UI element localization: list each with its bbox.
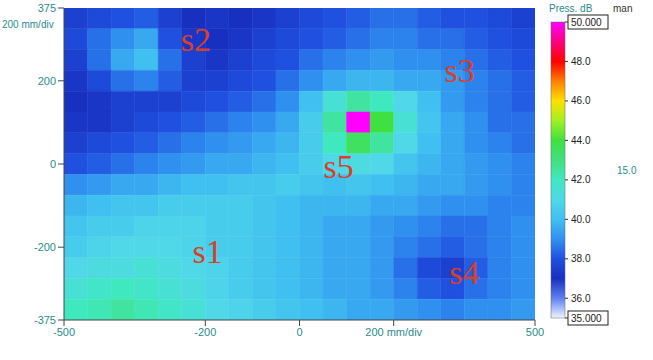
svg-text:s2: s2 bbox=[181, 21, 211, 58]
svg-text:-375: -375 bbox=[34, 314, 56, 326]
svg-text:-200: -200 bbox=[34, 241, 56, 253]
html-text:200 mm/div: 200 mm/div bbox=[2, 19, 54, 30]
svg-text:man: man bbox=[613, 3, 632, 14]
svg-text:46.0: 46.0 bbox=[571, 95, 591, 106]
svg-text:Press. dB: Press. dB bbox=[549, 3, 593, 14]
svg-text:44.0: 44.0 bbox=[571, 135, 591, 146]
svg-text:36.0: 36.0 bbox=[571, 293, 591, 304]
svg-text:0: 0 bbox=[50, 158, 56, 170]
svg-text:s5: s5 bbox=[323, 148, 353, 185]
svg-text:50.000: 50.000 bbox=[571, 17, 602, 28]
svg-text:s3: s3 bbox=[445, 52, 475, 89]
svg-text:48.0: 48.0 bbox=[571, 56, 591, 67]
svg-text:200 mm/div: 200 mm/div bbox=[365, 326, 422, 338]
svg-text:s4: s4 bbox=[449, 254, 479, 291]
svg-text:0: 0 bbox=[296, 326, 302, 338]
svg-text:200: 200 bbox=[38, 75, 56, 87]
svg-text:375: 375 bbox=[38, 2, 56, 14]
svg-text:40.0: 40.0 bbox=[571, 214, 591, 225]
svg-text:42.0: 42.0 bbox=[571, 174, 591, 185]
svg-text:35.000: 35.000 bbox=[571, 313, 602, 324]
svg-text:15.0: 15.0 bbox=[617, 165, 637, 176]
svg-text:500: 500 bbox=[526, 326, 544, 338]
svg-text:-500: -500 bbox=[53, 326, 75, 338]
svg-text:s1: s1 bbox=[193, 233, 223, 270]
svg-text:-200: -200 bbox=[194, 326, 216, 338]
svg-text:38.0: 38.0 bbox=[571, 253, 591, 264]
